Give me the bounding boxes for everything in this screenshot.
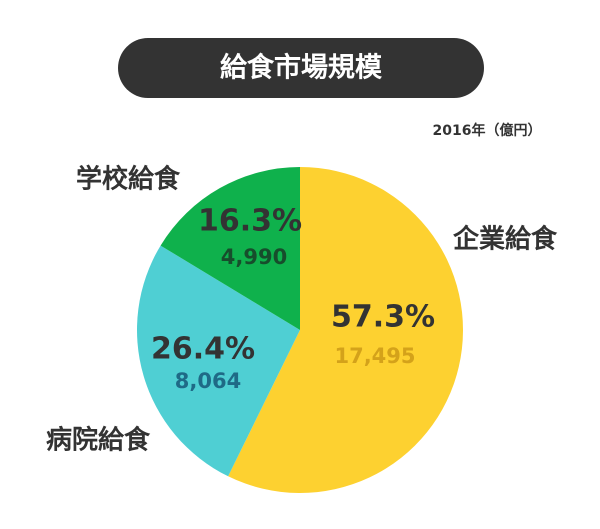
percent-label: 57.3% [331, 300, 435, 335]
category-label: 企業給食 [453, 224, 558, 255]
value-label: 17,495 [334, 344, 415, 368]
value-label: 4,990 [221, 245, 287, 269]
category-label: 学校給食 [76, 164, 181, 195]
percent-label: 16.3% [198, 204, 302, 239]
percent-label: 26.4% [151, 332, 255, 367]
title-pill [118, 38, 484, 98]
pie-slice [136, 245, 300, 477]
category-label: 病院給食 [46, 425, 151, 456]
value-label: 8,064 [175, 369, 241, 393]
pie-slice [228, 167, 463, 493]
chart-subtitle: 2016年（億円） [433, 122, 542, 139]
chart-title: 給食市場規模 [220, 52, 382, 84]
pie-slice [160, 167, 300, 330]
